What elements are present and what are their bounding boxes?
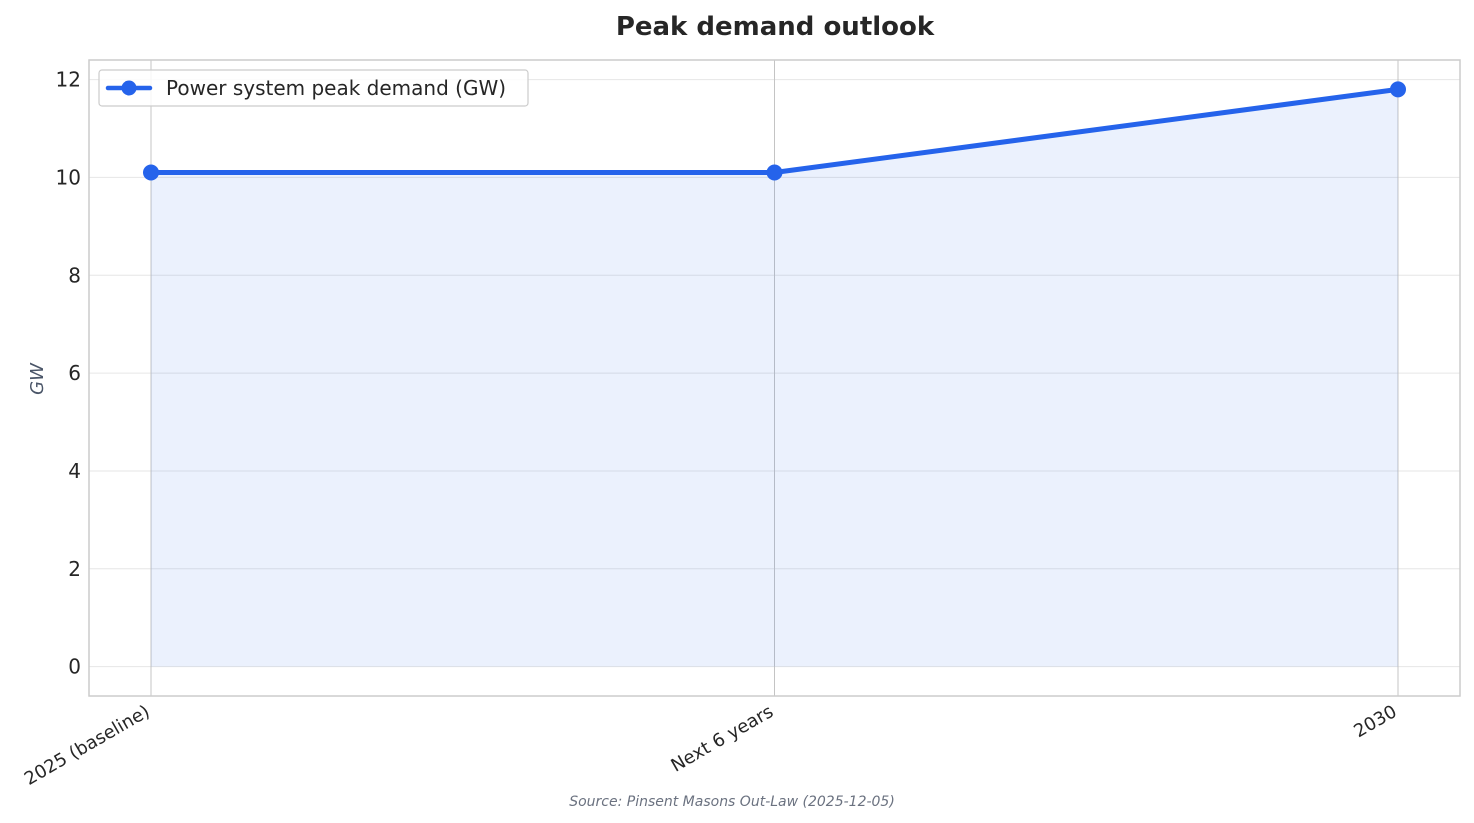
source-note: Source: Pinsent Masons Out-Law (2025-12-… xyxy=(569,794,895,810)
x-tick-label: Next 6 years xyxy=(667,701,777,776)
plot-frame xyxy=(88,59,1461,697)
y-tick-label: 10 xyxy=(56,165,81,189)
series-area xyxy=(151,89,1398,667)
data-point xyxy=(766,164,783,181)
x-tick-label: 2030 xyxy=(1350,701,1400,742)
y-tick-label: 8 xyxy=(68,263,81,287)
legend-series-label: Power system peak demand (GW) xyxy=(166,76,506,100)
y-tick-labels: 0 2 4 6 8 10 12 xyxy=(56,68,81,679)
legend-box xyxy=(98,69,529,107)
point-layer xyxy=(143,81,1406,181)
area-layer xyxy=(151,89,1398,667)
chart-title: Peak demand outlook xyxy=(616,12,935,42)
y-axis-label: GW xyxy=(27,362,48,395)
data-point xyxy=(143,164,159,181)
y-tick-label: 4 xyxy=(68,459,81,483)
x-tick-labels: 2025 (baseline) Next 6 years 2030 xyxy=(21,701,1401,790)
y-tick-label: 6 xyxy=(68,361,81,385)
legend-marker-swatch xyxy=(121,80,137,96)
y-tick-label: 2 xyxy=(68,557,81,581)
legend: Power system peak demand (GW) xyxy=(98,69,529,107)
x-tick-label: 2025 (baseline) xyxy=(21,701,154,790)
y-tick-label: 0 xyxy=(68,655,81,679)
data-point xyxy=(1390,81,1406,98)
y-tick-label: 12 xyxy=(56,68,81,92)
